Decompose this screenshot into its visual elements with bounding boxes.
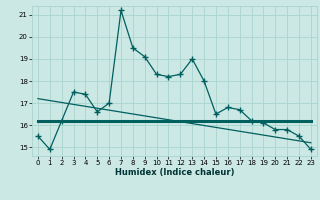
X-axis label: Humidex (Indice chaleur): Humidex (Indice chaleur) xyxy=(115,168,234,177)
